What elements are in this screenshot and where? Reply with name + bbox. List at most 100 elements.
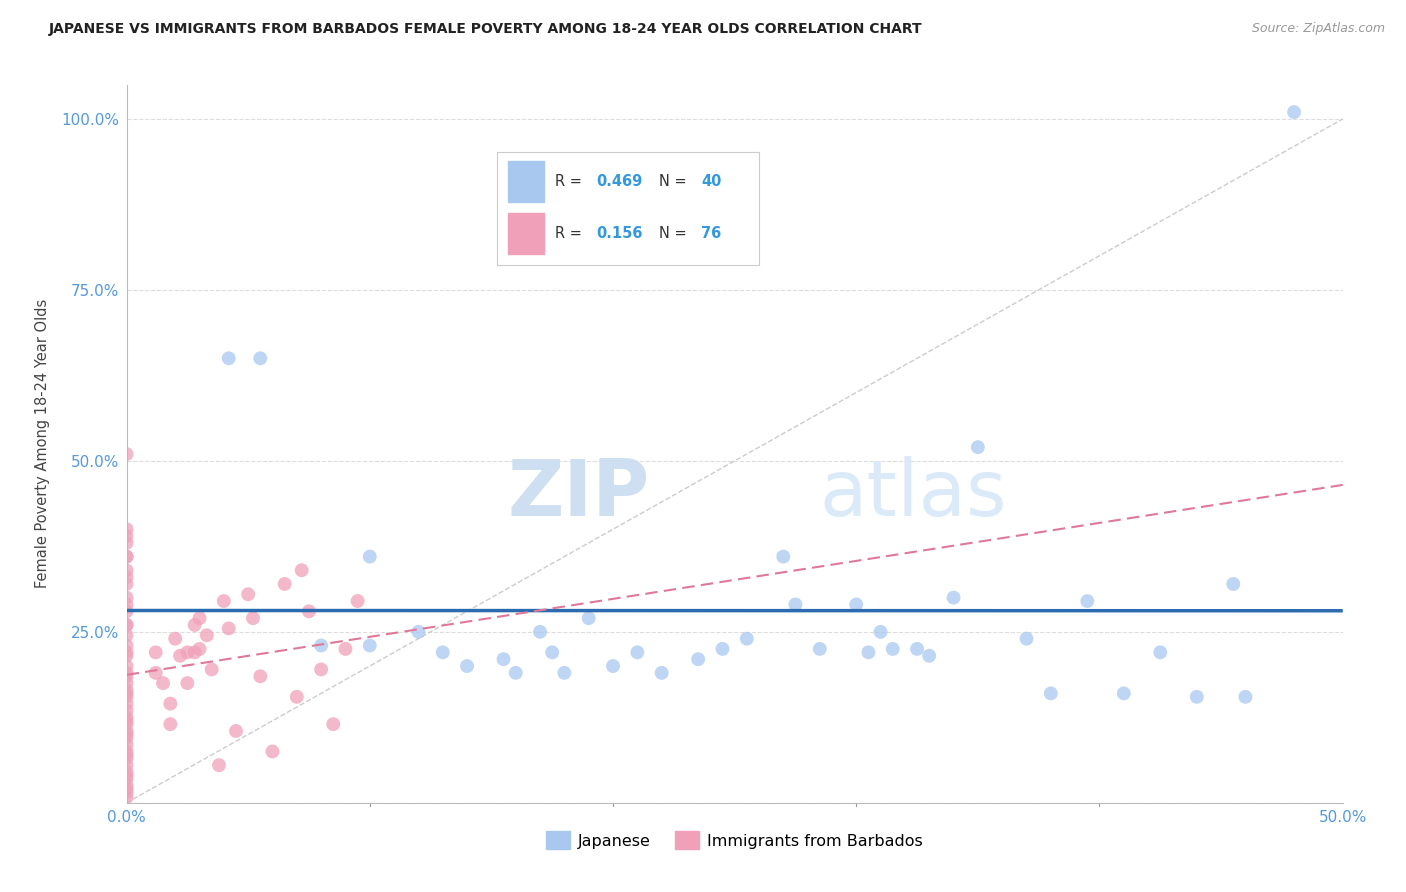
Text: 40: 40 xyxy=(702,174,721,188)
Point xyxy=(208,758,231,772)
Text: 0.156: 0.156 xyxy=(596,226,643,241)
Point xyxy=(967,440,990,454)
Point xyxy=(115,690,138,704)
Point xyxy=(115,577,138,591)
Point xyxy=(408,624,430,639)
Point xyxy=(553,665,575,680)
Point xyxy=(882,642,904,657)
Point xyxy=(115,717,138,731)
Point xyxy=(115,536,138,550)
Point xyxy=(249,669,271,683)
Point xyxy=(578,611,600,625)
Point xyxy=(115,714,138,728)
Point xyxy=(298,604,321,618)
Point xyxy=(273,577,295,591)
Point xyxy=(115,549,138,564)
Point xyxy=(159,697,181,711)
Point xyxy=(432,645,454,659)
Point xyxy=(115,447,138,461)
Point xyxy=(492,652,515,666)
Text: N =: N = xyxy=(659,174,692,188)
Text: 76: 76 xyxy=(702,226,721,241)
Point xyxy=(1076,594,1098,608)
Point xyxy=(195,628,218,642)
Point xyxy=(115,549,138,564)
Point xyxy=(236,587,259,601)
Point xyxy=(115,639,138,653)
Point xyxy=(688,652,710,666)
Point xyxy=(651,665,673,680)
Point xyxy=(188,642,211,657)
Point xyxy=(115,618,138,632)
Point xyxy=(505,665,527,680)
Point xyxy=(115,744,138,758)
Point xyxy=(335,642,357,657)
Point xyxy=(201,662,224,677)
Point xyxy=(115,724,138,739)
Point xyxy=(165,632,187,646)
Point xyxy=(115,618,138,632)
Point xyxy=(858,645,880,659)
Point xyxy=(711,642,734,657)
Point xyxy=(115,570,138,584)
Point xyxy=(115,703,138,717)
Point xyxy=(242,611,264,625)
Point xyxy=(808,642,831,657)
Point xyxy=(602,659,624,673)
Point xyxy=(115,591,138,605)
Point xyxy=(905,642,928,657)
Point xyxy=(115,697,138,711)
Point xyxy=(115,659,138,673)
Point xyxy=(115,758,138,772)
Point xyxy=(115,747,138,762)
Point xyxy=(115,563,138,577)
Point xyxy=(115,738,138,752)
Point xyxy=(115,665,138,680)
Point xyxy=(115,710,138,724)
Text: JAPANESE VS IMMIGRANTS FROM BARBADOS FEMALE POVERTY AMONG 18-24 YEAR OLDS CORREL: JAPANESE VS IMMIGRANTS FROM BARBADOS FEM… xyxy=(49,22,922,37)
Point xyxy=(145,645,167,659)
Point xyxy=(115,779,138,793)
Point xyxy=(249,351,271,366)
Text: N =: N = xyxy=(659,226,692,241)
Point xyxy=(115,768,138,782)
Point xyxy=(115,645,138,659)
Text: 0.469: 0.469 xyxy=(596,174,643,188)
Point xyxy=(152,676,174,690)
Point xyxy=(1282,105,1305,120)
Text: atlas: atlas xyxy=(820,456,1007,532)
Point xyxy=(218,351,240,366)
Point xyxy=(115,772,138,786)
Point xyxy=(1234,690,1257,704)
Point xyxy=(115,522,138,536)
Point xyxy=(541,645,564,659)
Point xyxy=(1185,690,1208,704)
Bar xyxy=(508,161,544,202)
Point xyxy=(785,598,807,612)
Point xyxy=(115,604,138,618)
Point xyxy=(169,648,191,663)
Point xyxy=(309,662,332,677)
Point xyxy=(218,622,240,636)
Point xyxy=(285,690,308,704)
Point xyxy=(1112,686,1135,700)
Point xyxy=(115,628,138,642)
Point xyxy=(145,665,167,680)
Point xyxy=(115,765,138,780)
Point xyxy=(1222,577,1244,591)
Point xyxy=(869,624,891,639)
Text: R =: R = xyxy=(555,174,586,188)
Point xyxy=(309,639,332,653)
Point xyxy=(626,645,648,659)
Point xyxy=(115,529,138,543)
Point xyxy=(115,683,138,698)
Bar xyxy=(508,213,544,253)
Text: ZIP: ZIP xyxy=(508,456,650,532)
Point xyxy=(115,686,138,700)
Point xyxy=(115,782,138,797)
Point xyxy=(346,594,368,608)
Point xyxy=(115,790,138,805)
Point xyxy=(772,549,794,564)
Point xyxy=(212,594,235,608)
Point xyxy=(359,549,381,564)
